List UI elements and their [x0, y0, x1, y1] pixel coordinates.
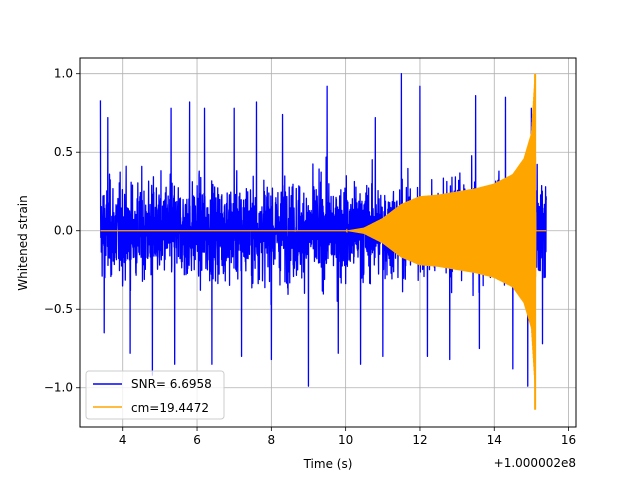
plot-frame [79, 57, 577, 428]
y-tick-label: −1.0 [44, 381, 73, 395]
x-tick-label: 14 [487, 433, 502, 447]
legend-label-snr: SNR= 6.6958 [131, 377, 212, 391]
x-tick-label: 12 [412, 433, 427, 447]
x-tick-label: 6 [193, 433, 201, 447]
x-tick-label: 16 [561, 433, 576, 447]
y-tick-label: 0.5 [54, 145, 73, 159]
x-tick-label: 8 [268, 433, 276, 447]
series-line-cm [100, 75, 547, 388]
x-tick-label: 10 [338, 433, 353, 447]
y-tick-label: 1.0 [54, 67, 73, 81]
series-layer [99, 73, 547, 410]
legend: SNR= 6.6958 cm=19.4472 [85, 370, 225, 420]
y-tick-label: 0.0 [54, 224, 73, 238]
axis-ticks: 4 6 8 10 12 14 16 −1.0 −0.5 0.0 0.5 1.0 [44, 67, 576, 447]
y-tick-label: −0.5 [44, 302, 73, 316]
x-tick-label: 4 [119, 433, 127, 447]
x-offset-label: +1.000002e8 [494, 456, 576, 470]
legend-label-cm: cm=19.4472 [131, 401, 209, 415]
y-axis-label: Whitened strain [16, 195, 30, 291]
x-axis-label: Time (s) [303, 457, 353, 471]
